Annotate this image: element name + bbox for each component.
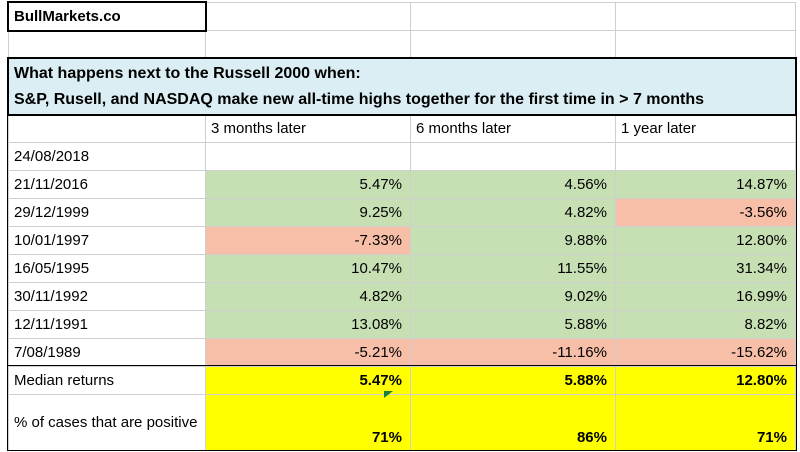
return-cell[interactable]: 14.87% — [616, 171, 796, 199]
return-cell[interactable]: 9.88% — [411, 227, 616, 255]
return-cell[interactable]: -5.21% — [206, 339, 411, 367]
empty-cell[interactable] — [9, 115, 206, 143]
return-cell[interactable]: 16.99% — [616, 283, 796, 311]
empty-cell[interactable] — [206, 31, 411, 59]
return-cell[interactable]: 5.88% — [411, 311, 616, 339]
return-cell[interactable]: -11.16% — [411, 339, 616, 367]
return-cell[interactable]: -15.62% — [616, 339, 796, 367]
positive-value-cell[interactable]: 71% — [616, 395, 796, 451]
column-header-3-months[interactable]: 3 months later — [206, 115, 411, 143]
return-cell[interactable]: 5.47% — [206, 171, 411, 199]
return-cell[interactable]: 10.47% — [206, 255, 411, 283]
return-cell[interactable]: 8.82% — [616, 311, 796, 339]
positive-value-cell[interactable]: 71% — [206, 395, 411, 451]
table-title: What happens next to the Russell 2000 wh… — [9, 59, 796, 115]
empty-cell[interactable] — [411, 31, 616, 59]
spreadsheet: BullMarkets.co What happens next to the … — [7, 1, 800, 452]
worksheet-grid: BullMarkets.co What happens next to the … — [8, 2, 796, 451]
empty-cell[interactable] — [206, 3, 411, 31]
positive-label-cell[interactable]: % of cases that are positive — [9, 395, 206, 451]
median-value-cell[interactable]: 12.80% — [616, 367, 796, 395]
date-cell[interactable]: 30/11/1992 — [9, 283, 206, 311]
return-cell[interactable]: 4.82% — [206, 283, 411, 311]
date-cell[interactable]: 21/11/2016 — [9, 171, 206, 199]
date-cell[interactable]: 29/12/1999 — [9, 199, 206, 227]
return-cell[interactable]: 9.25% — [206, 199, 411, 227]
return-cell[interactable]: 4.82% — [411, 199, 616, 227]
return-cell[interactable]: 31.34% — [616, 255, 796, 283]
title-line-2: S&P, Rusell, and NASDAQ make new all-tim… — [14, 90, 705, 108]
median-value-cell[interactable]: 5.47% — [206, 367, 411, 395]
return-cell[interactable]: 9.02% — [411, 283, 616, 311]
return-cell[interactable]: 4.56% — [411, 171, 616, 199]
title-line-1: What happens next to the Russell 2000 wh… — [14, 64, 361, 82]
return-cell[interactable]: 11.55% — [411, 255, 616, 283]
empty-cell[interactable] — [616, 3, 796, 31]
brand-cell[interactable]: BullMarkets.co — [9, 3, 206, 31]
median-label-cell[interactable]: Median returns — [9, 367, 206, 395]
date-cell[interactable]: 10/01/1997 — [9, 227, 206, 255]
return-cell[interactable]: -3.56% — [616, 199, 796, 227]
positive-value-cell[interactable]: 86% — [411, 395, 616, 451]
return-cell[interactable]: 12.80% — [616, 227, 796, 255]
return-cell[interactable]: -7.33% — [206, 227, 411, 255]
empty-cell[interactable] — [616, 31, 796, 59]
column-header-1-year[interactable]: 1 year later — [616, 115, 796, 143]
empty-cell[interactable] — [9, 31, 206, 59]
median-value-cell[interactable]: 5.88% — [411, 367, 616, 395]
date-cell[interactable]: 7/08/1989 — [9, 339, 206, 367]
date-cell[interactable]: 24/08/2018 — [9, 143, 206, 171]
return-cell[interactable] — [411, 143, 616, 171]
date-cell[interactable]: 12/11/1991 — [9, 311, 206, 339]
column-header-6-months[interactable]: 6 months later — [411, 115, 616, 143]
date-cell[interactable]: 16/05/1995 — [9, 255, 206, 283]
return-cell[interactable] — [616, 143, 796, 171]
return-cell[interactable]: 13.08% — [206, 311, 411, 339]
empty-cell[interactable] — [411, 3, 616, 31]
return-cell[interactable] — [206, 143, 411, 171]
